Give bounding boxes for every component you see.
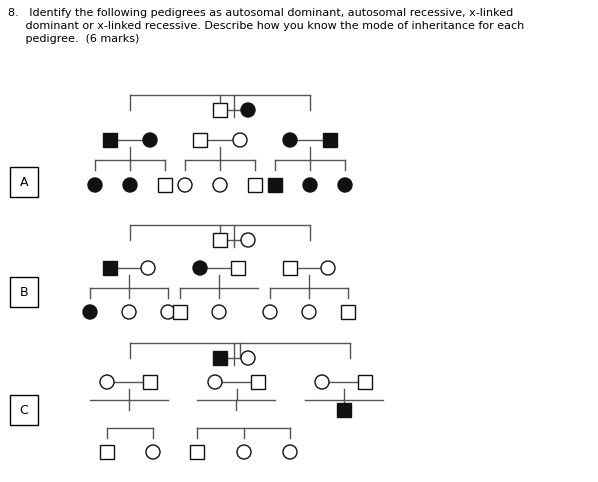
Bar: [10, 167, 38, 197]
Circle shape: [88, 178, 102, 192]
Bar: [103, 261, 117, 275]
Circle shape: [233, 133, 247, 147]
Circle shape: [321, 261, 335, 275]
Bar: [100, 445, 114, 459]
Circle shape: [83, 305, 97, 319]
Text: dominant or x-linked recessive. Describe how you know the mode of inheritance fo: dominant or x-linked recessive. Describe…: [8, 21, 524, 31]
Text: A: A: [20, 175, 28, 188]
Bar: [190, 445, 204, 459]
Circle shape: [263, 305, 277, 319]
Circle shape: [123, 178, 137, 192]
Text: C: C: [20, 403, 28, 416]
Bar: [143, 375, 157, 389]
Circle shape: [237, 445, 251, 459]
Circle shape: [283, 445, 297, 459]
Bar: [268, 178, 282, 192]
Text: pedigree.  (6 marks): pedigree. (6 marks): [8, 34, 139, 44]
Circle shape: [208, 375, 222, 389]
Text: B: B: [20, 285, 28, 298]
Bar: [213, 233, 227, 247]
Bar: [10, 395, 38, 425]
Circle shape: [213, 178, 227, 192]
Circle shape: [212, 305, 226, 319]
Bar: [251, 375, 265, 389]
Circle shape: [241, 103, 255, 117]
Circle shape: [178, 178, 192, 192]
Text: 8.   Identify the following pedigrees as autosomal dominant, autosomal recessive: 8. Identify the following pedigrees as a…: [8, 8, 513, 18]
Bar: [158, 178, 172, 192]
Circle shape: [303, 178, 317, 192]
Bar: [248, 178, 262, 192]
Bar: [231, 261, 245, 275]
Circle shape: [315, 375, 329, 389]
Circle shape: [241, 233, 255, 247]
Bar: [283, 261, 297, 275]
Bar: [323, 133, 337, 147]
Circle shape: [241, 351, 255, 365]
Bar: [358, 375, 372, 389]
Bar: [213, 103, 227, 117]
Bar: [103, 133, 117, 147]
Bar: [337, 403, 351, 417]
Bar: [193, 133, 207, 147]
Circle shape: [338, 178, 352, 192]
Circle shape: [302, 305, 316, 319]
Bar: [10, 277, 38, 307]
Circle shape: [146, 445, 160, 459]
Bar: [213, 351, 227, 365]
Circle shape: [161, 305, 175, 319]
Circle shape: [143, 133, 157, 147]
Circle shape: [141, 261, 155, 275]
Circle shape: [122, 305, 136, 319]
Circle shape: [100, 375, 114, 389]
Circle shape: [193, 261, 207, 275]
Circle shape: [283, 133, 297, 147]
Bar: [173, 305, 187, 319]
Bar: [341, 305, 355, 319]
